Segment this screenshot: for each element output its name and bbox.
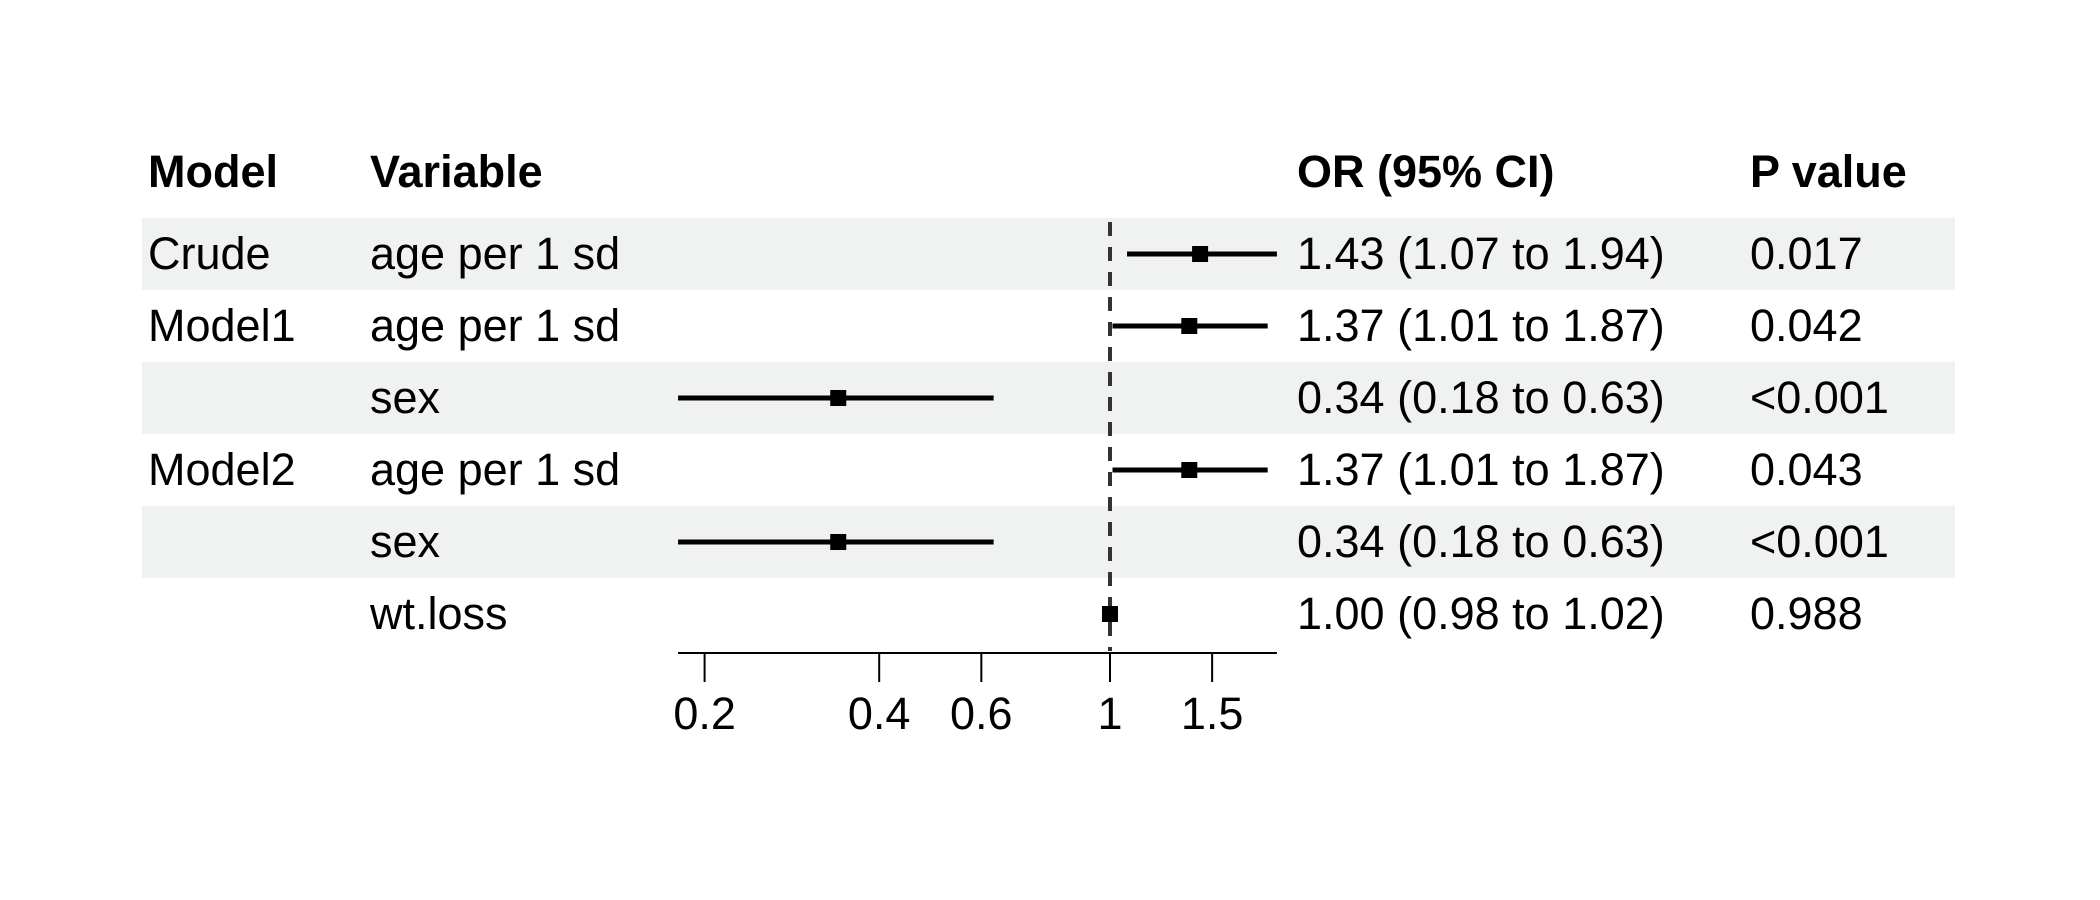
x-axis-tick-label: 1: [1097, 688, 1122, 739]
table-row: sex 0.34 (0.18 to 0.63) <0.001: [142, 506, 1955, 578]
column-header-pvalue: P value: [1750, 146, 1907, 197]
cell-variable: sex: [370, 516, 441, 567]
column-header-variable: Variable: [370, 146, 543, 197]
cell-or-ci: 1.37 (1.01 to 1.87): [1297, 444, 1665, 495]
table-row: Model1 age per 1 sd 1.37 (1.01 to 1.87) 0.0…: [142, 290, 1955, 362]
cell-or-ci: 0.34 (0.18 to 0.63): [1297, 372, 1665, 423]
x-axis-tick-label: 0.2: [673, 688, 736, 739]
cell-pvalue: 0.042: [1750, 300, 1863, 351]
cell-pvalue: 0.988: [1750, 588, 1863, 639]
table-row: Model2 age per 1 sd 1.37 (1.01 to 1.87) 0.0…: [142, 434, 1955, 506]
table-row: sex 0.34 (0.18 to 0.63) <0.001: [142, 362, 1955, 434]
cell-or-ci: 1.43 (1.07 to 1.94): [1297, 228, 1665, 279]
cell-pvalue: 0.017: [1750, 228, 1863, 279]
column-header-or-ci: OR (95% CI): [1297, 146, 1555, 197]
cell-pvalue: 0.043: [1750, 444, 1863, 495]
cell-or-ci: 1.37 (1.01 to 1.87): [1297, 300, 1665, 351]
cell-model: Model2: [148, 444, 296, 495]
cell-model: Crude: [148, 228, 271, 279]
cell-variable: age per 1 sd: [370, 444, 621, 495]
x-axis-tick-label: 0.6: [950, 688, 1013, 739]
table-row: wt.loss 1.00 (0.98 to 1.02) 0.988: [142, 578, 1955, 650]
cell-variable: age per 1 sd: [370, 300, 621, 351]
cell-or-ci: 0.34 (0.18 to 0.63): [1297, 516, 1665, 567]
cell-or-ci: 1.00 (0.98 to 1.02): [1297, 588, 1665, 639]
table-row: Crude age per 1 sd 1.43 (1.07 to 1.94) 0.01…: [142, 218, 1955, 290]
cell-variable: age per 1 sd: [370, 228, 621, 279]
cell-variable: wt.loss: [370, 588, 508, 639]
column-header-model: Model: [148, 146, 278, 197]
cell-pvalue: <0.001: [1750, 372, 1889, 423]
x-axis-tick-label: 1.5: [1181, 688, 1244, 739]
cell-variable: sex: [370, 372, 441, 423]
x-axis-tick-label: 0.4: [848, 688, 911, 739]
cell-model: Model1: [148, 300, 296, 351]
cell-pvalue: <0.001: [1750, 516, 1889, 567]
